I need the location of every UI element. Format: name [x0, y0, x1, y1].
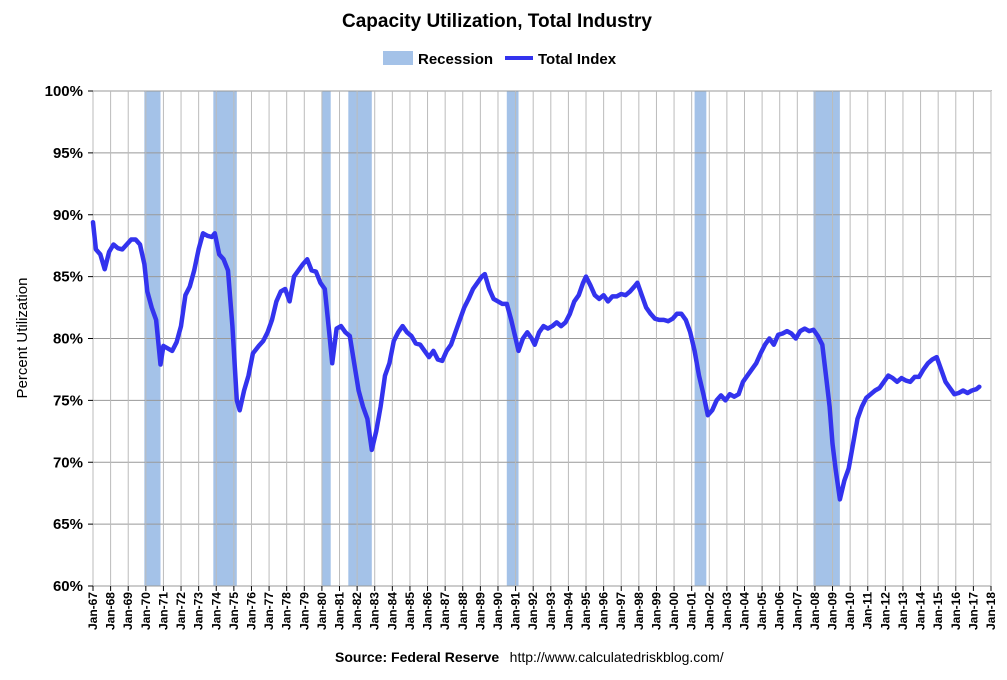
- x-tick-label: Jan-90: [491, 592, 505, 630]
- x-tick-label: Jan-05: [755, 592, 769, 630]
- x-tick-label: Jan-78: [280, 592, 294, 630]
- x-tick-label: Jan-06: [773, 592, 787, 630]
- x-tick-label: Jan-07: [790, 592, 804, 630]
- source-note: Source: Federal Reserve http://www.calcu…: [335, 649, 724, 666]
- x-tick-label: Jan-88: [456, 592, 470, 630]
- x-tick-label: Jan-87: [438, 592, 452, 630]
- legend-recession-swatch: [383, 51, 413, 65]
- x-tick-label: Jan-16: [949, 592, 963, 630]
- x-tick-label: Jan-69: [121, 592, 135, 630]
- x-tick-label: Jan-82: [350, 592, 364, 630]
- y-tick-label: 65%: [53, 516, 83, 533]
- x-tick-label: Jan-86: [421, 592, 435, 630]
- source-label: Source: Federal Reserve: [335, 649, 499, 665]
- x-tick-label: Jan-04: [737, 592, 751, 630]
- x-tick-label: Jan-15: [931, 592, 945, 630]
- x-axis-ticks: Jan-67 Jan-68 Jan-69 Jan-70 Jan-71 Jan-72 Jan-…: [86, 586, 998, 630]
- legend: Recession Total Index: [383, 51, 617, 68]
- x-tick-label: Jan-81: [333, 592, 347, 630]
- x-tick-label: Jan-09: [826, 592, 840, 630]
- y-axis-ticks: 60% 65% 70% 75% 80% 85% 90% 95% 100%: [45, 83, 93, 595]
- source-url: http://www.calculatedriskblog.com/: [510, 649, 724, 665]
- x-tick-label: Jan-73: [192, 592, 206, 630]
- x-tick-label: Jan-97: [614, 592, 628, 630]
- x-tick-label: Jan-77: [262, 592, 276, 630]
- x-tick-label: Jan-75: [227, 592, 241, 630]
- x-tick-label: Jan-01: [685, 592, 699, 630]
- y-tick-label: 60%: [53, 578, 83, 595]
- x-tick-label: Jan-92: [526, 592, 540, 630]
- series-lines: [90, 219, 982, 502]
- x-tick-label: Jan-95: [579, 592, 593, 630]
- x-tick-label: Jan-84: [385, 592, 399, 630]
- x-tick-label: Jan-10: [843, 592, 857, 630]
- y-tick-label: 90%: [53, 207, 83, 224]
- x-tick-label: Jan-91: [509, 592, 523, 630]
- x-tick-label: Jan-74: [209, 592, 223, 630]
- x-tick-label: Jan-79: [297, 592, 311, 630]
- legend-recession-label: Recession: [418, 51, 493, 68]
- x-tick-label: Jan-13: [896, 592, 910, 630]
- x-tick-label: Jan-03: [720, 592, 734, 630]
- x-tick-label: Jan-93: [544, 592, 558, 630]
- x-tick-label: Jan-11: [861, 592, 875, 630]
- x-tick-label: Jan-80: [315, 592, 329, 630]
- x-tick-label: Jan-67: [86, 592, 100, 630]
- x-tick-label: Jan-68: [104, 592, 118, 630]
- y-tick-label: 80%: [53, 331, 83, 348]
- x-tick-label: Jan-98: [632, 592, 646, 630]
- legend-total-index-label: Total Index: [538, 51, 617, 68]
- x-tick-label: Jan-94: [561, 592, 575, 630]
- x-tick-label: Jan-17: [966, 592, 980, 630]
- y-axis-label: Percent Utilization: [14, 278, 31, 399]
- x-tick-label: Jan-83: [368, 592, 382, 630]
- x-tick-label: Jan-14: [914, 592, 928, 630]
- x-tick-label: Jan-02: [702, 592, 716, 630]
- x-tick-label: Jan-76: [244, 592, 258, 630]
- x-tick-label: Jan-71: [156, 592, 170, 630]
- y-tick-label: 75%: [53, 392, 83, 409]
- y-tick-label: 85%: [53, 269, 83, 286]
- x-tick-label: Jan-00: [667, 592, 681, 630]
- x-tick-label: Jan-18: [984, 592, 998, 630]
- x-tick-label: Jan-08: [808, 592, 822, 630]
- chart-title: Capacity Utilization, Total Industry: [342, 11, 652, 32]
- x-tick-label: Jan-99: [649, 592, 663, 630]
- x-tick-label: Jan-85: [403, 592, 417, 630]
- y-tick-label: 95%: [53, 145, 83, 162]
- y-tick-label: 100%: [45, 83, 83, 100]
- x-tick-label: Jan-70: [139, 592, 153, 630]
- x-tick-label: Jan-96: [597, 592, 611, 630]
- y-tick-label: 70%: [53, 454, 83, 471]
- x-tick-label: Jan-89: [473, 592, 487, 630]
- series-line-total-index: [90, 219, 982, 502]
- x-tick-label: Jan-72: [174, 592, 188, 630]
- x-tick-label: Jan-12: [878, 592, 892, 630]
